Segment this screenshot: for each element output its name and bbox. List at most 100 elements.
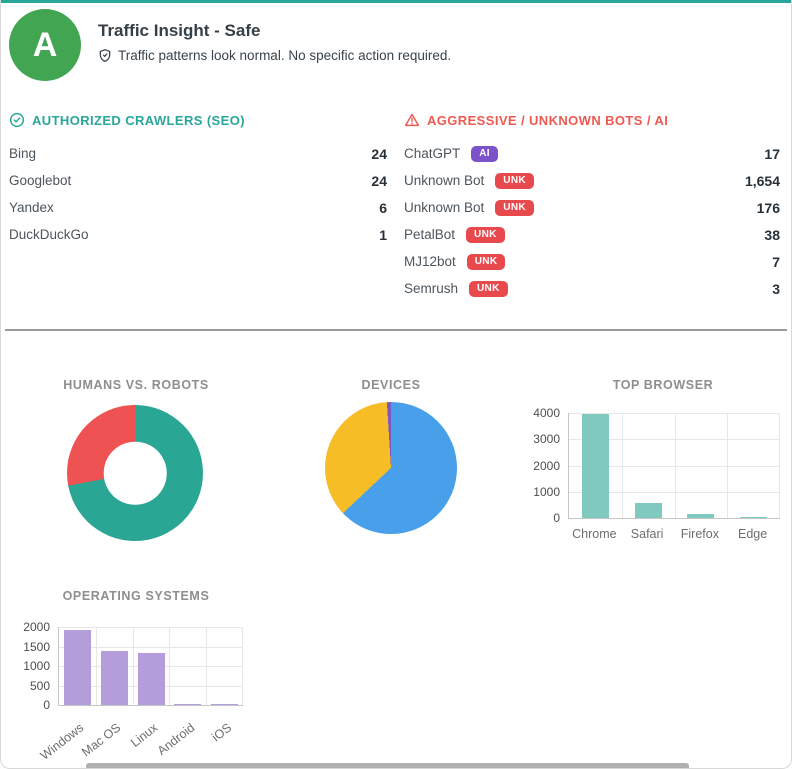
aggressive-bots-title: AGGRESSIVE / UNKNOWN BOTS / AI [427, 112, 669, 128]
crawler-badge: UNK [466, 253, 506, 270]
shield-icon [99, 49, 111, 62]
gridline [169, 627, 171, 705]
operating-systems-bar-chart: 0 500 1000 1500 2000 Windows Mac OS Linux Andro… [21, 620, 249, 763]
bar [634, 503, 662, 518]
bar [581, 414, 609, 518]
top-browser-bar-chart: 0 1000 2000 3000 4000 Chrome Safari Firefox Edg… [531, 406, 780, 557]
y-tick-label: 1000 [23, 659, 50, 673]
status-text: Traffic patterns look normal. No specifi… [118, 48, 452, 63]
page-title: Traffic Insight - Safe [98, 21, 261, 40]
crawler-count: 7 [772, 253, 780, 270]
crawler-row: Unknown Bot UNK 176 [404, 194, 780, 221]
crawler-name: Bing [9, 146, 37, 161]
crawler-name: PetalBot [404, 227, 456, 242]
gridline [242, 627, 243, 705]
crawler-badge: UNK [469, 280, 508, 297]
bar [687, 514, 715, 518]
gridline [674, 413, 676, 518]
crawler-row: Unknown Bot UNK 1,654 [404, 167, 780, 194]
bar [63, 630, 91, 705]
crawler-count: 6 [379, 199, 387, 216]
crawler-name: Semrush [404, 281, 459, 296]
crawler-row: Semrush UNK 3 [404, 275, 780, 302]
gridline [59, 627, 243, 628]
crawler-row: MJ12bot UNK 7 [404, 248, 780, 275]
bar [100, 650, 128, 705]
y-tick-label: 2000 [23, 620, 50, 634]
aggressive-bots-list: ChatGPT AI 17 Unknown Bot UNK 1,654 Unknown Bo… [404, 140, 780, 302]
gridline [206, 627, 208, 705]
y-tick-label: 0 [43, 698, 50, 712]
humans-vs-robots-title: HUMANS VS. ROBOTS [63, 378, 209, 392]
crawler-row: Yandex 6 [9, 194, 387, 221]
devices-pie-chart [325, 402, 457, 534]
y-tick-label: 1500 [23, 639, 50, 654]
grade-letter: A [32, 25, 58, 64]
crawler-row: DuckDuckGo 1 [9, 221, 387, 248]
crawler-name: Yandex [9, 200, 54, 215]
x-axis-labels: Windows Mac OS Linux Android iOS [38, 705, 242, 762]
gridline [132, 627, 134, 705]
crawler-badge: AI [471, 145, 498, 162]
donut-hole [103, 441, 167, 505]
crawler-count: 1,654 [744, 172, 780, 189]
crawler-name: ChatGPT [404, 146, 461, 161]
gridline [59, 646, 243, 648]
crawler-row: ChatGPT AI 17 [404, 140, 780, 167]
bar [174, 703, 202, 705]
operating-systems-title: OPERATING SYSTEMS [62, 589, 210, 603]
crawler-count: 1 [379, 226, 387, 243]
status-message: Traffic patterns look normal. No specifi… [98, 48, 451, 63]
crawler-name: Googlebot [9, 173, 72, 188]
crawler-name: Unknown Bot [404, 200, 485, 215]
crawler-name: Unknown Bot [404, 173, 485, 188]
bar [211, 704, 239, 705]
authorized-crawlers-title: AUTHORIZED CRAWLERS (SEO) [32, 112, 245, 128]
aggressive-bots-header: AGGRESSIVE / UNKNOWN BOTS / AI [404, 112, 668, 128]
section-divider [5, 329, 787, 331]
x-category-label: Safari [630, 527, 664, 541]
crawler-count: 38 [764, 226, 780, 243]
y-tick-label: 1000 [533, 484, 560, 499]
authorized-crawlers-list: Bing 24 Googlebot 24 Yandex 6 DuckDuckGo 1 [9, 140, 387, 248]
accent-topbar [1, 0, 791, 3]
check-circle-icon [9, 112, 25, 128]
humans-vs-robots-donut-chart [67, 405, 203, 541]
y-tick-label: 4000 [533, 406, 560, 420]
crawler-badge: UNK [466, 226, 505, 243]
crawler-badge: UNK [495, 199, 534, 216]
x-category-label: Edge [738, 527, 768, 541]
x-category-label: Chrome [572, 527, 617, 541]
crawler-count: 176 [756, 199, 780, 216]
gridline [95, 627, 97, 705]
top-browser-title: TOP BROWSER [612, 378, 714, 392]
crawler-row: Googlebot 24 [9, 167, 387, 194]
warning-triangle-icon [404, 113, 420, 127]
crawler-count: 24 [371, 145, 387, 162]
authorized-crawlers-header: AUTHORIZED CRAWLERS (SEO) [9, 112, 245, 128]
crawler-count: 17 [764, 145, 780, 162]
y-axis: 0 1000 2000 3000 4000 [531, 406, 562, 525]
crawler-row: Bing 24 [9, 140, 387, 167]
x-category-label: Firefox [680, 527, 719, 541]
x-axis-labels: Chrome Safari Firefox Edge [568, 520, 779, 542]
plot-area [58, 627, 243, 706]
grade-badge: A [9, 9, 81, 81]
gridline [621, 413, 623, 518]
crawler-badge: UNK [495, 172, 534, 189]
bottom-scroll-strip [86, 763, 689, 768]
y-tick-label: 0 [553, 511, 560, 525]
crawler-count: 3 [772, 280, 780, 297]
plot-area [568, 413, 780, 519]
crawler-name: MJ12bot [404, 254, 456, 269]
y-tick-label: 500 [29, 678, 50, 693]
crawler-name: DuckDuckGo [9, 227, 89, 242]
y-tick-label: 3000 [533, 432, 560, 447]
devices-title: DEVICES [361, 378, 421, 392]
y-tick-label: 2000 [533, 458, 560, 473]
y-axis: 0 500 1000 1500 2000 [21, 620, 52, 712]
gridline [727, 413, 729, 518]
crawler-count: 24 [371, 172, 387, 189]
bar [137, 653, 165, 705]
